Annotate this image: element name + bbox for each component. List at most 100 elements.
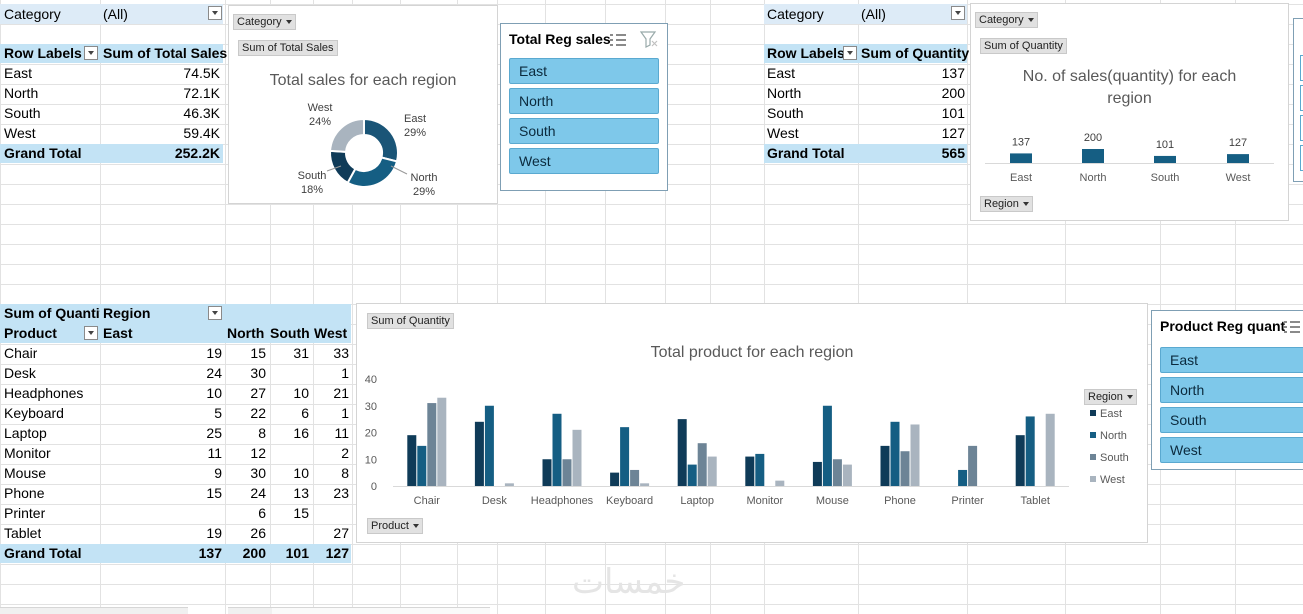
bar-laptop-north[interactable]: [687, 464, 697, 486]
bar-chair-north[interactable]: [417, 445, 427, 486]
donut-slice-west[interactable]: [329, 117, 365, 153]
sheet-tab[interactable]: [272, 607, 490, 614]
donut-chart-panel[interactable]: Category Sum of Total Sales Total sales …: [228, 5, 498, 204]
bar-keyboard-south[interactable]: [630, 469, 640, 486]
pivot3-product-dropdown[interactable]: [84, 326, 98, 340]
offscreen-slicer-item[interactable]: [1300, 145, 1303, 171]
bar-laptop-east[interactable]: [677, 419, 687, 486]
multi-select-icon[interactable]: [608, 31, 628, 49]
bar-monitor-west[interactable]: [775, 480, 785, 486]
chart3-product-axis-field[interactable]: Product: [367, 518, 423, 534]
bar-phone-north[interactable]: [890, 421, 900, 486]
slicer2-item-east[interactable]: East: [1160, 347, 1303, 373]
pivot1-header-row: [0, 44, 223, 63]
slicer2-item-west[interactable]: West: [1160, 437, 1303, 463]
chevron-down-icon: [1126, 395, 1133, 400]
slicer2-item-north[interactable]: North: [1160, 377, 1303, 403]
bar-keyboard-north[interactable]: [620, 427, 630, 486]
chart3-region-legend-label: Region: [1088, 391, 1123, 403]
pivot1-rowlabel-dropdown[interactable]: [84, 46, 98, 60]
bar-phone-west[interactable]: [910, 424, 920, 486]
chart3-title: Total product for each region: [650, 344, 854, 361]
slicer1-item-east[interactable]: East: [509, 58, 659, 84]
slicer-total-reg-sales[interactable]: Total Reg sales East North South West: [500, 23, 668, 191]
donut-slice-north[interactable]: [346, 156, 399, 188]
bar-printer-south[interactable]: [968, 445, 978, 486]
bar-phone-south[interactable]: [900, 451, 910, 486]
multi-select-icon[interactable]: [1282, 318, 1302, 336]
bar-phone-east[interactable]: [880, 445, 890, 486]
bar-mouse-west[interactable]: [842, 464, 852, 486]
chart2-category-filter[interactable]: Category: [975, 12, 1038, 28]
matrix-cell: 10: [206, 385, 222, 401]
pivot2-rowlabel-dropdown[interactable]: [843, 46, 857, 60]
chart2-value-field[interactable]: Sum of Quantity: [980, 38, 1067, 54]
row-value: 101: [941, 105, 965, 121]
qbar-east[interactable]: [1010, 153, 1032, 163]
qbar-data-label: 127: [1229, 137, 1247, 149]
pivot3-region-dropdown[interactable]: [208, 306, 222, 320]
slicer1-item-north[interactable]: North: [509, 88, 659, 114]
sheet-tab[interactable]: [0, 607, 188, 614]
qbar-south[interactable]: [1154, 155, 1176, 163]
bar-desk-west[interactable]: [504, 483, 514, 486]
slicer1-item-south[interactable]: South: [509, 118, 659, 144]
product-chart-panel[interactable]: Sum of Quantity Total product for each r…: [356, 303, 1148, 543]
bar-laptop-south[interactable]: [697, 443, 707, 486]
y-tick-label: 40: [365, 374, 377, 386]
bar-headphones-north[interactable]: [552, 413, 562, 486]
row-label: North: [767, 85, 802, 101]
offscreen-slicer-item[interactable]: [1300, 55, 1303, 81]
qbar-west[interactable]: [1227, 154, 1249, 163]
bar-tablet-west[interactable]: [1045, 413, 1055, 486]
bar-printer-north[interactable]: [958, 469, 968, 486]
bar-headphones-south[interactable]: [562, 459, 572, 486]
matrix-cell: 19: [206, 345, 222, 361]
offscreen-slicer-item[interactable]: [1300, 85, 1303, 111]
bar-desk-east[interactable]: [474, 421, 484, 486]
bar-tablet-north[interactable]: [1025, 416, 1035, 486]
matrix-cell: 6: [301, 405, 309, 421]
matrix-total: 101: [285, 545, 309, 561]
clear-filter-icon[interactable]: [639, 30, 659, 48]
qbar-north[interactable]: [1082, 149, 1104, 163]
offscreen-slicer-item[interactable]: [1300, 115, 1303, 141]
bar-chair-west[interactable]: [437, 397, 447, 486]
pivot2-filter-dropdown[interactable]: [951, 6, 965, 20]
slicer1-item-west[interactable]: West: [509, 148, 659, 174]
bar-laptop-west[interactable]: [707, 456, 717, 486]
bar-mouse-north[interactable]: [822, 405, 832, 486]
slicer-product-reg-quant[interactable]: Product Reg quant East North South West: [1151, 310, 1303, 470]
slicer2-item-south[interactable]: South: [1160, 407, 1303, 433]
bar-tablet-east[interactable]: [1015, 435, 1025, 486]
bar-monitor-north[interactable]: [755, 453, 765, 486]
chart1-value-field[interactable]: Sum of Total Sales: [238, 40, 338, 56]
chart2-region-axis-field[interactable]: Region: [980, 196, 1033, 212]
matrix-cell: 5: [214, 405, 222, 421]
matrix-cell: [271, 523, 309, 543]
offscreen-slicer-edge[interactable]: [1293, 18, 1303, 182]
product-row-label: Monitor: [4, 445, 51, 461]
bar-keyboard-west[interactable]: [640, 483, 650, 486]
donut-label-pct: 24%: [309, 116, 331, 128]
bar-headphones-west[interactable]: [572, 429, 582, 486]
pivot1-filter-dropdown[interactable]: [208, 6, 222, 20]
bar-headphones-east[interactable]: [542, 459, 552, 486]
bar-monitor-east[interactable]: [745, 456, 755, 486]
matrix-cell: 10: [293, 385, 309, 401]
bar-desk-north[interactable]: [484, 405, 494, 486]
bar-keyboard-east[interactable]: [610, 472, 620, 486]
bar-mouse-south[interactable]: [832, 459, 842, 486]
quantity-chart-panel[interactable]: Category Sum of Quantity No. of sales(qu…: [970, 3, 1289, 221]
chart3-value-field[interactable]: Sum of Quantity: [367, 313, 454, 329]
row-label: South: [767, 105, 804, 121]
bar-chair-east[interactable]: [407, 435, 417, 486]
bar-mouse-east[interactable]: [812, 461, 822, 486]
donut-slice-east[interactable]: [363, 117, 399, 163]
pivot2-filter-label: Category: [767, 6, 824, 22]
chart1-category-filter[interactable]: Category: [233, 14, 296, 30]
bar-chair-south[interactable]: [427, 403, 437, 486]
donut-label-name: South: [298, 170, 327, 182]
chart3-region-legend-field[interactable]: Region: [1084, 389, 1137, 405]
matrix-total: 200: [242, 545, 266, 561]
